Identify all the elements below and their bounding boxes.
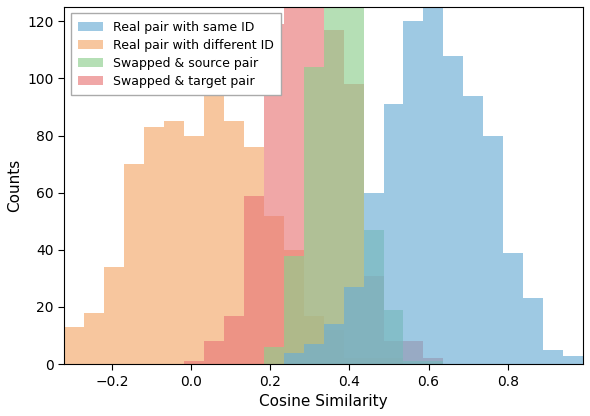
Bar	[404, 21, 424, 364]
Bar	[424, 358, 444, 364]
Bar	[324, 330, 343, 364]
Bar	[343, 287, 363, 364]
Bar	[284, 255, 304, 364]
Y-axis label: Counts: Counts	[7, 159, 22, 212]
Bar	[64, 327, 84, 364]
Bar	[483, 136, 503, 364]
Bar	[284, 353, 304, 364]
Bar	[224, 121, 244, 364]
Bar	[304, 344, 324, 364]
Bar	[343, 0, 363, 364]
Bar	[324, 30, 343, 364]
Bar	[304, 315, 324, 364]
Bar	[404, 361, 424, 364]
Bar	[384, 358, 404, 364]
Legend: Real pair with same ID, Real pair with different ID, Swapped & source pair, Swap: Real pair with same ID, Real pair with d…	[71, 13, 281, 95]
Bar	[363, 275, 384, 364]
Bar	[184, 361, 204, 364]
Bar	[204, 341, 224, 364]
Bar	[343, 358, 363, 364]
Bar	[343, 84, 363, 364]
Bar	[363, 193, 384, 364]
Bar	[404, 341, 424, 364]
Bar	[224, 315, 244, 364]
Bar	[384, 341, 404, 364]
Bar	[304, 67, 324, 364]
Bar	[324, 324, 343, 364]
Bar	[363, 358, 384, 364]
Bar	[363, 230, 384, 364]
Bar	[124, 164, 144, 364]
Bar	[244, 196, 264, 364]
Bar	[244, 147, 264, 364]
Bar	[84, 313, 104, 364]
Bar	[284, 250, 304, 364]
Bar	[204, 27, 224, 364]
Bar	[144, 127, 164, 364]
Bar	[304, 0, 324, 364]
Bar	[264, 215, 284, 364]
Bar	[424, 361, 444, 364]
Bar	[264, 24, 284, 364]
Bar	[384, 310, 404, 364]
Bar	[384, 104, 404, 364]
Bar	[324, 0, 343, 364]
Bar	[284, 0, 304, 364]
Bar	[444, 55, 463, 364]
Bar	[543, 350, 563, 364]
Bar	[104, 267, 124, 364]
Bar	[264, 347, 284, 364]
Bar	[563, 356, 583, 364]
Bar	[164, 121, 184, 364]
Bar	[523, 298, 543, 364]
Bar	[503, 253, 523, 364]
X-axis label: Cosine Similarity: Cosine Similarity	[260, 394, 388, 409]
Bar	[184, 136, 204, 364]
Bar	[424, 7, 444, 364]
Bar	[463, 96, 483, 364]
